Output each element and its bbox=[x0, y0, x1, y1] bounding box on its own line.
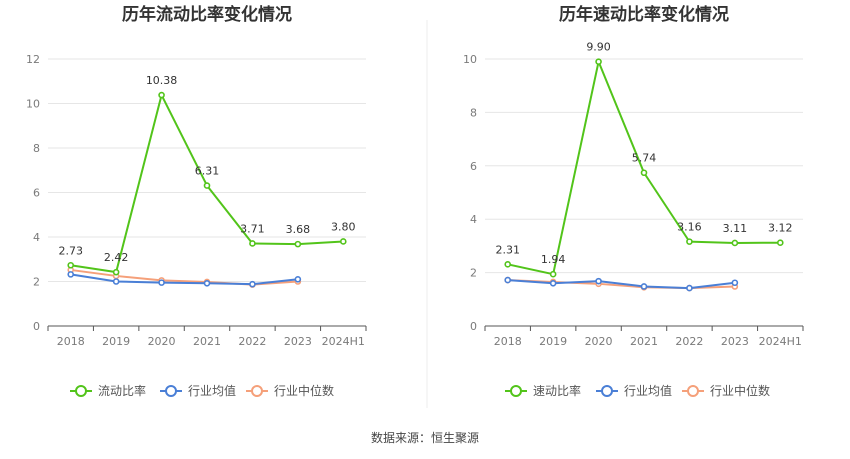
data-point bbox=[504, 261, 512, 268]
data-point bbox=[67, 271, 75, 278]
data-label: 1.94 bbox=[541, 253, 566, 266]
data-point bbox=[731, 279, 739, 287]
y-tick-label: 6 bbox=[33, 187, 40, 200]
x-tick-label: 2019 bbox=[539, 335, 567, 348]
data-label: 3.11 bbox=[723, 222, 748, 235]
data-point bbox=[249, 280, 256, 288]
y-tick-label: 4 bbox=[470, 213, 477, 226]
data-point bbox=[249, 240, 256, 247]
legend-item: 速动比率 bbox=[505, 383, 581, 398]
x-tick-label: 2018 bbox=[57, 335, 85, 348]
data-point bbox=[158, 279, 165, 286]
data-point bbox=[112, 278, 120, 285]
legend-label: 行业中位数 bbox=[710, 383, 770, 398]
data-point bbox=[158, 91, 165, 99]
data-point bbox=[595, 277, 602, 285]
data-point bbox=[203, 279, 211, 287]
data-point bbox=[595, 58, 602, 65]
data-label: 5.74 bbox=[632, 152, 657, 165]
data-point bbox=[339, 238, 347, 245]
x-tick-label: 2021 bbox=[193, 335, 221, 348]
data-point bbox=[112, 268, 120, 276]
data-label: 3.16 bbox=[677, 221, 702, 234]
y-tick-label: 4 bbox=[33, 231, 40, 244]
legend-marker-icon bbox=[75, 385, 87, 397]
legend-label: 流动比率 bbox=[98, 383, 146, 398]
data-point bbox=[67, 261, 75, 269]
current-ratio-chart: 历年流动比率变化情况 0 2 4 6 8 10 12 2018 2019 2020 2021 2022 2… bbox=[26, 4, 367, 398]
legend-marker-icon bbox=[601, 385, 613, 397]
data-point bbox=[294, 240, 302, 248]
x-tick-label: 2024H1 bbox=[759, 335, 802, 348]
y-tick-label: 2 bbox=[33, 276, 40, 289]
y-tick-label: 10 bbox=[463, 53, 477, 66]
x-tick-label: 2018 bbox=[494, 335, 522, 348]
data-point bbox=[504, 276, 512, 284]
y-tick-label: 0 bbox=[33, 320, 40, 333]
y-tick-label: 12 bbox=[26, 53, 40, 66]
series-line bbox=[70, 273, 298, 286]
data-point bbox=[640, 283, 648, 290]
data-point bbox=[686, 238, 693, 245]
legend-label: 速动比率 bbox=[533, 383, 581, 398]
data-label: 6.31 bbox=[195, 165, 220, 178]
y-tick-label: 2 bbox=[470, 267, 477, 280]
y-tick-label: 6 bbox=[470, 160, 477, 173]
data-label: 2.73 bbox=[58, 244, 83, 257]
chart-title: 历年流动比率变化情况 bbox=[122, 4, 292, 25]
quick-ratio-chart: 历年速动比率变化情况 0 2 4 6 8 10 2018 2019 2020 2021 2022 202… bbox=[463, 4, 804, 398]
x-tick-label: 2024H1 bbox=[322, 335, 365, 348]
data-point bbox=[640, 169, 648, 177]
y-tick-label: 8 bbox=[33, 142, 40, 155]
data-label: 2.31 bbox=[495, 243, 520, 256]
y-tick-label: 0 bbox=[470, 320, 477, 333]
x-tick-label: 2022 bbox=[238, 335, 266, 348]
x-tick-label: 2020 bbox=[585, 335, 613, 348]
x-tick-label: 2023 bbox=[284, 335, 312, 348]
data-point bbox=[294, 275, 302, 283]
data-label: 3.12 bbox=[768, 222, 793, 235]
series-line bbox=[507, 279, 735, 290]
legend-item: 流动比率 bbox=[70, 383, 146, 398]
data-point bbox=[686, 284, 693, 292]
legend-label: 行业均值 bbox=[188, 383, 236, 398]
x-tick-label: 2020 bbox=[148, 335, 176, 348]
data-label: 3.71 bbox=[240, 222, 265, 235]
x-tick-label: 2023 bbox=[721, 335, 749, 348]
data-label: 3.80 bbox=[331, 220, 356, 233]
data-point bbox=[776, 239, 784, 246]
data-label: 10.38 bbox=[146, 74, 178, 87]
x-tick-label: 2019 bbox=[102, 335, 130, 348]
data-point bbox=[549, 270, 557, 278]
data-label: 9.90 bbox=[586, 41, 611, 54]
y-tick-label: 10 bbox=[26, 98, 40, 111]
data-label: 3.68 bbox=[286, 223, 311, 236]
legend-marker-icon bbox=[251, 385, 263, 397]
data-point bbox=[731, 239, 739, 247]
data-source-note: 数据来源：恒生聚源 bbox=[371, 430, 479, 445]
legend-item: 行业均值 bbox=[596, 383, 672, 398]
legend-item: 行业均值 bbox=[160, 383, 236, 398]
chart-title: 历年速动比率变化情况 bbox=[559, 4, 729, 25]
legend-marker-icon bbox=[687, 385, 699, 397]
data-point bbox=[549, 279, 557, 287]
data-point bbox=[203, 182, 211, 189]
y-tick-label: 8 bbox=[470, 106, 477, 119]
legend-item: 行业中位数 bbox=[682, 383, 770, 398]
legend-marker-icon bbox=[510, 385, 522, 397]
x-tick-label: 2022 bbox=[675, 335, 703, 348]
series-line bbox=[507, 60, 781, 276]
legend-label: 行业均值 bbox=[624, 383, 672, 398]
data-label: 2.42 bbox=[104, 251, 129, 264]
legend-label: 行业中位数 bbox=[274, 383, 334, 398]
legend-item: 行业中位数 bbox=[246, 383, 334, 398]
legend-marker-icon bbox=[165, 385, 177, 397]
x-tick-label: 2021 bbox=[630, 335, 658, 348]
